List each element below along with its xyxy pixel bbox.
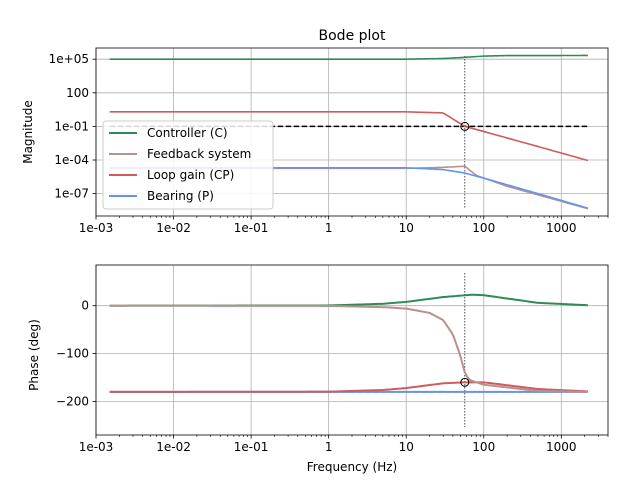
phase-series-feedback-system [109, 304, 588, 393]
phase-x-tick-label: 1 [325, 440, 333, 454]
magnitude-axis-label: Magnitude [21, 100, 35, 164]
magnitude-x-tick-label: 1 [325, 221, 333, 235]
legend-box [102, 120, 274, 210]
magnitude-y-tick-label: 1e-01 [54, 119, 89, 133]
legend-label: Feedback system [147, 147, 251, 161]
chart-title: Bode plot [319, 28, 386, 44]
phase-marker-point [460, 377, 470, 387]
phase-y-tick-label: −100 [56, 347, 89, 361]
frequency-axis-label: Frequency (Hz) [307, 460, 398, 474]
legend-label: Controller (C) [147, 126, 228, 140]
phase-x-tick-label: 1000 [546, 440, 577, 454]
magnitude-marker-point [460, 121, 470, 131]
magnitude-y-tick-label: 1e-07 [54, 187, 89, 201]
phase-axis-label: Phase (deg) [27, 319, 41, 391]
legend-label: Bearing (P) [147, 189, 214, 203]
magnitude-legend: Controller (C) Feedback system Loop gain (… [102, 120, 274, 210]
magnitude-plot-frame [95, 47, 609, 217]
phase-series-controller-c [109, 293, 588, 307]
phase-series-loop-gain-cp [109, 381, 588, 393]
magnitude-x-tick-label: 10 [399, 221, 414, 235]
phase-x-tick-label: 100 [472, 440, 495, 454]
phase-x-tick-label: 1e-01 [234, 440, 269, 454]
legend-label: Loop gain (CP) [147, 168, 234, 182]
phase-x-tick-label: 10 [399, 440, 414, 454]
magnitude-y-tick-label: 1e+05 [49, 52, 89, 66]
magnitude-x-tick-label: 1e-03 [79, 221, 114, 235]
magnitude-series-controller-c [109, 54, 588, 60]
phase-x-tick-label: 1e-02 [156, 440, 191, 454]
magnitude-x-tick-label: 100 [472, 221, 495, 235]
magnitude-x-tick-label: 1000 [546, 221, 577, 235]
magnitude-series-loop-gain-cp [109, 111, 589, 162]
phase-plot-frame [95, 264, 609, 436]
phase-x-tick-label: 1e-03 [79, 440, 114, 454]
magnitude-x-tick-label: 1e-01 [234, 221, 269, 235]
phase-y-tick-label: 0 [81, 299, 89, 313]
magnitude-y-tick-label: 1e-04 [54, 153, 89, 167]
magnitude-x-tick-label: 1e-02 [156, 221, 191, 235]
phase-y-tick-label: −200 [56, 394, 89, 408]
magnitude-y-tick-label: 100 [66, 86, 89, 100]
